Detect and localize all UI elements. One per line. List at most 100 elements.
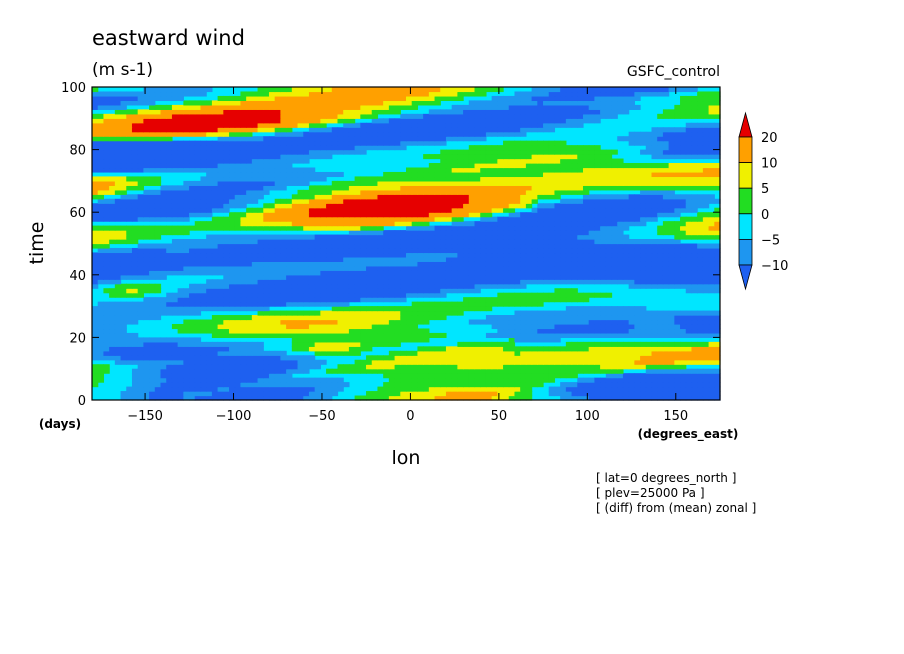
- field-cell: [348, 346, 356, 352]
- field-cell: [508, 212, 516, 218]
- field-cell: [708, 346, 715, 352]
- field-cell: [103, 337, 110, 343]
- field-cell: [400, 297, 407, 303]
- field-cell: [691, 386, 698, 392]
- field-cell: [468, 350, 476, 356]
- field-cell: [554, 221, 561, 227]
- field-cell: [348, 247, 356, 254]
- field-cell: [588, 395, 595, 401]
- field-cell: [674, 350, 681, 356]
- field-cell: [314, 283, 321, 289]
- field-cell: [360, 319, 367, 325]
- field-cell: [149, 382, 156, 388]
- field-cell: [217, 270, 224, 276]
- field-cell: [423, 176, 430, 182]
- field-cell: [634, 180, 641, 186]
- field-cell: [491, 247, 498, 254]
- field-cell: [617, 225, 624, 231]
- field-cell: [366, 341, 373, 347]
- field-cell: [491, 176, 498, 182]
- field-cell: [594, 256, 601, 262]
- field-cell: [371, 212, 379, 218]
- field-cell: [525, 323, 533, 330]
- field-cell: [565, 274, 573, 280]
- field-cell: [691, 346, 698, 352]
- field-cell: [560, 265, 567, 271]
- field-cell: [485, 279, 493, 285]
- field-cell: [268, 185, 276, 191]
- field-cell: [582, 395, 590, 401]
- field-cell: [371, 230, 379, 236]
- field-cell: [628, 364, 635, 370]
- field-cell: [531, 185, 538, 191]
- field-cell: [280, 176, 287, 182]
- field-cell: [377, 207, 384, 213]
- field-cell: [543, 373, 550, 379]
- field-cell: [297, 382, 304, 388]
- field-cell: [411, 252, 419, 258]
- field-cell: [445, 288, 453, 294]
- field-cell: [348, 203, 356, 209]
- field-cell: [520, 274, 527, 280]
- field-cell: [143, 230, 150, 236]
- field-cell: [554, 350, 561, 356]
- field-cell: [480, 355, 487, 361]
- field-cell: [406, 310, 413, 316]
- field-cell: [651, 194, 658, 200]
- field-cell: [491, 225, 498, 231]
- field-cell: [406, 288, 413, 294]
- field-cell: [211, 256, 219, 262]
- field-cell: [360, 283, 367, 289]
- field-cell: [508, 346, 516, 352]
- field-cell: [417, 252, 424, 258]
- field-cell: [451, 230, 458, 236]
- field-cell: [611, 270, 618, 276]
- field-cell: [411, 332, 419, 338]
- field-cell: [360, 216, 367, 222]
- field-cell: [274, 261, 281, 267]
- field-cell: [286, 239, 293, 245]
- field-cell: [577, 189, 584, 195]
- field-cell: [177, 239, 184, 245]
- field-cell: [154, 167, 162, 173]
- field-cell: [708, 252, 715, 258]
- field-cell: [160, 247, 167, 254]
- field-cell: [611, 176, 618, 182]
- field-cell: [286, 221, 293, 227]
- field-cell: [617, 198, 624, 204]
- field-cell: [360, 221, 367, 227]
- field-cell: [251, 301, 259, 307]
- field-cell: [605, 332, 613, 338]
- field-cell: [531, 171, 538, 178]
- field-cell: [417, 355, 424, 361]
- field-cell: [520, 359, 527, 365]
- field-cell: [154, 256, 162, 262]
- field-cell: [463, 391, 470, 397]
- field-cell: [337, 386, 344, 392]
- field-cell: [286, 203, 293, 209]
- field-cell: [314, 270, 321, 276]
- field-cell: [668, 225, 675, 231]
- field-cell: [708, 350, 715, 356]
- field-cell: [554, 288, 561, 294]
- field-cell: [217, 382, 224, 388]
- field-cell: [246, 297, 253, 303]
- field-cell: [400, 198, 407, 204]
- field-cell: [337, 239, 344, 245]
- field-cell: [194, 301, 202, 307]
- field-cell: [468, 167, 476, 173]
- field-cell: [211, 377, 219, 383]
- field-cell: [240, 163, 247, 169]
- field-cell: [651, 364, 658, 370]
- field-cell: [177, 350, 184, 356]
- field-cell: [371, 194, 379, 200]
- field-cell: [194, 185, 202, 191]
- field-cell: [92, 185, 99, 191]
- field-cell: [371, 355, 379, 361]
- field-cell: [303, 203, 310, 209]
- field-cell: [246, 261, 253, 267]
- field-cell: [554, 207, 561, 213]
- field-cell: [520, 310, 527, 316]
- field-cell: [463, 346, 470, 352]
- field-cell: [645, 207, 653, 213]
